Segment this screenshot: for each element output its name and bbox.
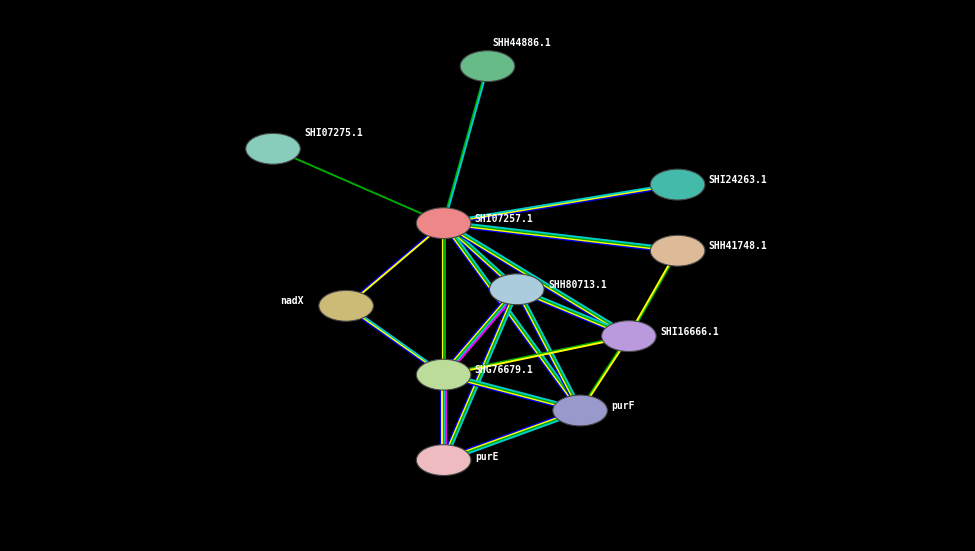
Text: SHG76679.1: SHG76679.1 <box>475 365 533 375</box>
Ellipse shape <box>650 235 705 266</box>
Text: nadX: nadX <box>280 296 303 306</box>
Text: SHH44886.1: SHH44886.1 <box>492 38 551 48</box>
Text: purF: purF <box>611 401 635 411</box>
Ellipse shape <box>416 359 471 390</box>
Text: SHI24263.1: SHI24263.1 <box>709 175 767 185</box>
Text: SHH80713.1: SHH80713.1 <box>548 280 606 290</box>
Ellipse shape <box>319 290 373 321</box>
Ellipse shape <box>650 169 705 200</box>
Ellipse shape <box>489 274 544 305</box>
Text: SHH41748.1: SHH41748.1 <box>709 241 767 251</box>
Text: SHI07257.1: SHI07257.1 <box>475 214 533 224</box>
Ellipse shape <box>602 321 656 352</box>
Text: purE: purE <box>475 452 498 462</box>
Ellipse shape <box>416 445 471 476</box>
Text: SHI16666.1: SHI16666.1 <box>660 327 719 337</box>
Ellipse shape <box>246 133 300 164</box>
Ellipse shape <box>553 395 607 426</box>
Ellipse shape <box>416 208 471 239</box>
Text: SHI07275.1: SHI07275.1 <box>304 128 363 138</box>
Ellipse shape <box>460 51 515 82</box>
